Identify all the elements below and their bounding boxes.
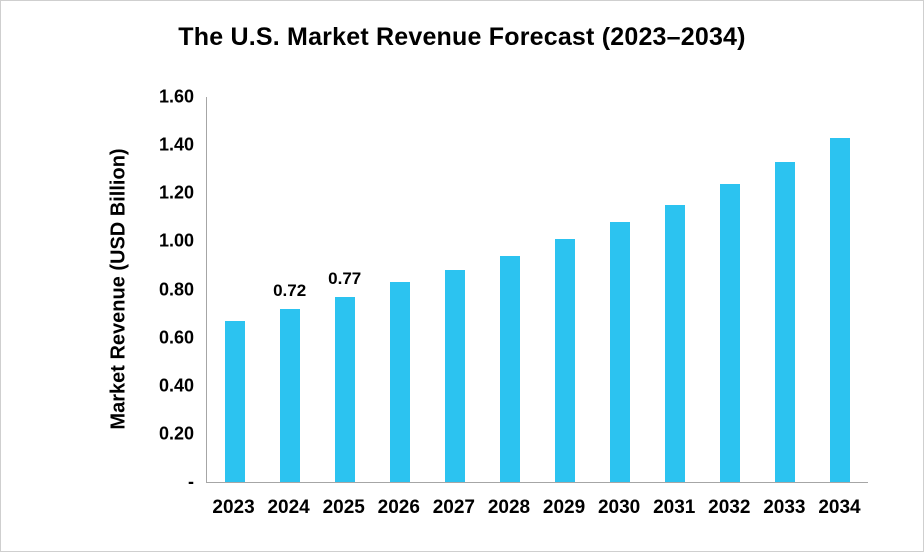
bar-2034 [830,137,851,482]
y-axis-tick-labels: 1.60 1.40 1.20 1.00 0.80 0.60 0.40 0.20 - [119,87,194,492]
y-tick-label: 1.60 [158,86,194,107]
y-tick-label: 0.20 [158,423,194,444]
bar-2030 [610,222,631,482]
y-tick-label: 0.60 [158,327,194,348]
chart-title: The U.S. Market Revenue Forecast (2023–2… [178,23,746,51]
y-tick-label: 1.20 [158,182,194,203]
x-tick-label-2024: 2024 [267,497,310,518]
y-tick-label: - [188,471,194,492]
x-tick-label-2029: 2029 [542,497,586,518]
bar-data-label: 0.77 [328,268,362,288]
y-tick-label: 0.80 [158,279,194,299]
x-tick-label-2026: 2026 [377,497,420,518]
x-tick-label-2028: 2028 [487,497,531,518]
bar-data-label: 0.72 [273,280,307,300]
plot-area: 0.72 0.77 [206,97,868,483]
bar-2033 [775,161,796,482]
y-tick-label: 1.00 [158,230,194,251]
x-tick-label-2023: 2023 [212,497,255,518]
y-tick-label: 0.40 [158,375,194,396]
x-tick-label-2027: 2027 [432,497,476,518]
x-tick-label-2034: 2034 [818,497,861,518]
bar-2023 [224,320,245,482]
x-tick-label-2032: 2032 [708,497,751,518]
bar-2026 [389,282,410,482]
bar-2029 [555,238,576,482]
bar-2027 [444,270,465,482]
bar-2024 [279,308,300,482]
y-tick-label: 1.40 [158,134,194,155]
x-tick-label-2031: 2031 [653,497,696,518]
bar-2028 [499,255,520,482]
x-tick-label-2033: 2033 [763,497,806,518]
x-axis-tick-labels: 2023 2024 2025 2026 2027 2028 2029 2030 2031 2032… [206,497,867,525]
bar-2025 [334,296,355,482]
x-tick-label-2030: 2030 [597,497,641,518]
bar-2031 [665,205,686,482]
bar-2032 [720,183,741,482]
x-tick-label-2025: 2025 [322,497,365,518]
